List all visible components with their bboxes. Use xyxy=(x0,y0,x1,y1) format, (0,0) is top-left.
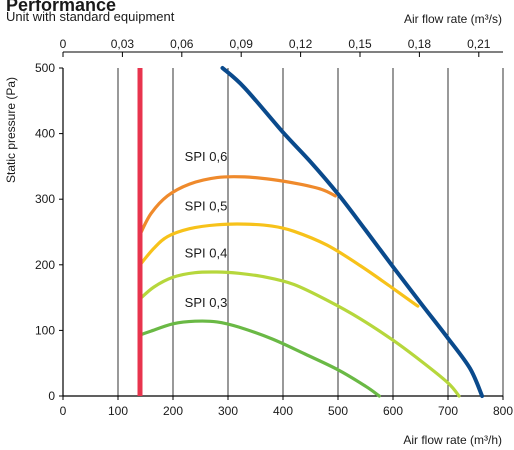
chart-subtitle: Unit with standard equipment xyxy=(6,9,175,24)
y-axis-label: Static pressure (Pa) xyxy=(4,77,18,183)
axes: 0 100 200 300 400 500 600 700 800 0 100 200 300 400 50… xyxy=(35,37,513,418)
x-tick-label: 600 xyxy=(383,404,403,418)
x2-tick-label: 0,09 xyxy=(230,37,254,51)
x-tick-label: 200 xyxy=(163,404,183,418)
x-tick-label: 700 xyxy=(438,404,458,418)
x-tick-label: 100 xyxy=(108,404,128,418)
y-tick-label: 500 xyxy=(35,61,55,75)
y-tick-label: 200 xyxy=(35,258,55,272)
spi-curve-line xyxy=(138,175,337,237)
x2-tick-label: 0,21 xyxy=(467,37,491,51)
x-tick-label: 300 xyxy=(218,404,238,418)
spi-label: SPI 0,4 xyxy=(185,246,228,261)
spi-curve-line xyxy=(138,222,420,308)
x2-tick-label: 0,06 xyxy=(170,37,194,51)
spi-label: SPI 0,6 xyxy=(185,149,228,164)
chart-title: Performance xyxy=(6,0,116,15)
annotations: SPI 0,6 SPI 0,5 SPI 0,4 SPI 0,3 xyxy=(185,149,228,310)
x2-tick-label: 0,15 xyxy=(348,37,372,51)
spi-curve-line xyxy=(138,319,381,398)
y-tick-label: 400 xyxy=(35,127,55,141)
x-tick-label: 400 xyxy=(273,404,293,418)
spi-label: SPI 0,3 xyxy=(185,295,228,310)
x2-axis-label: Air flow rate (m³/s) xyxy=(404,12,502,26)
system-curve-line xyxy=(220,66,485,398)
x-tick-label: 500 xyxy=(328,404,348,418)
y-tick-label: 0 xyxy=(48,389,55,403)
y-tick-label: 100 xyxy=(35,323,55,337)
spi-curve-line xyxy=(138,270,461,398)
x2-tick-label: 0,12 xyxy=(289,37,313,51)
y-tick-label: 300 xyxy=(35,192,55,206)
x-tick-label: 0 xyxy=(60,404,67,418)
x2-tick-label: 0,18 xyxy=(408,37,432,51)
x-tick-label: 800 xyxy=(493,404,513,418)
series-lines xyxy=(137,66,485,398)
x2-tick-label: 0 xyxy=(60,37,67,51)
x2-tick-label: 0,03 xyxy=(111,37,135,51)
spi-label: SPI 0,5 xyxy=(185,198,228,213)
x-axis-label: Air flow rate (m³/h) xyxy=(403,433,502,447)
